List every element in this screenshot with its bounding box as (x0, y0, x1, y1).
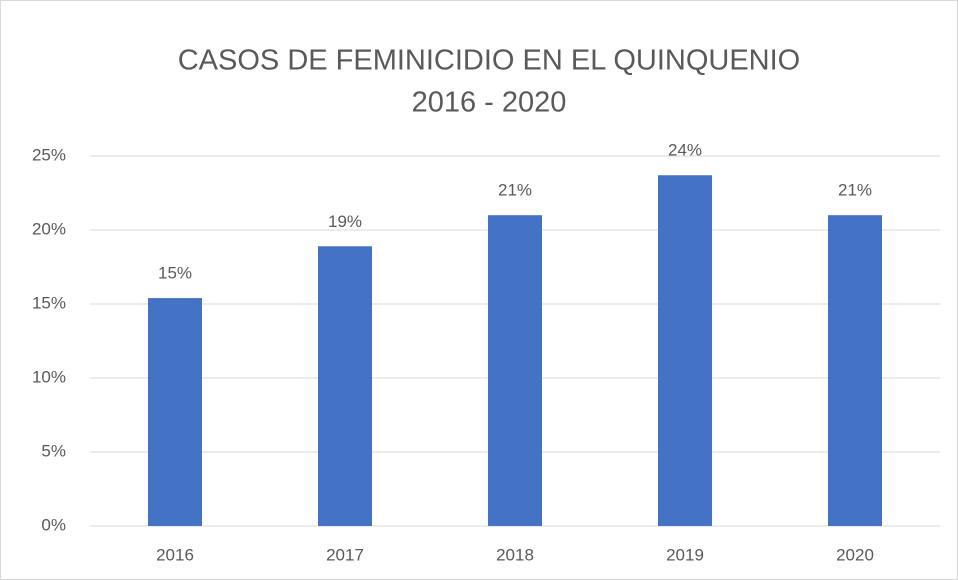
x-tick-label: 2018 (496, 545, 534, 564)
bar (488, 215, 542, 526)
y-tick-label: 5% (41, 441, 66, 460)
y-tick-label: 20% (32, 219, 66, 238)
x-tick-label: 2020 (836, 545, 874, 564)
y-tick-label: 0% (41, 515, 66, 534)
y-tick-label: 10% (32, 367, 66, 386)
data-label: 21% (498, 181, 532, 200)
x-tick-label: 2017 (326, 545, 364, 564)
bar (658, 175, 712, 527)
data-label: 19% (328, 212, 362, 231)
x-tick-label: 2016 (156, 545, 194, 564)
chart-title: 2016 - 2020 (412, 87, 567, 119)
y-tick-label: 15% (32, 293, 66, 312)
chart-title: CASOS DE FEMINICIDIO EN EL QUINQUENIO (178, 45, 801, 77)
bar (828, 215, 882, 526)
bar (148, 298, 202, 526)
data-label: 15% (158, 264, 192, 283)
data-label: 21% (838, 181, 872, 200)
data-label: 24% (668, 141, 702, 160)
x-tick-label: 2019 (666, 545, 704, 564)
y-tick-label: 25% (32, 145, 66, 164)
bar (318, 246, 372, 526)
